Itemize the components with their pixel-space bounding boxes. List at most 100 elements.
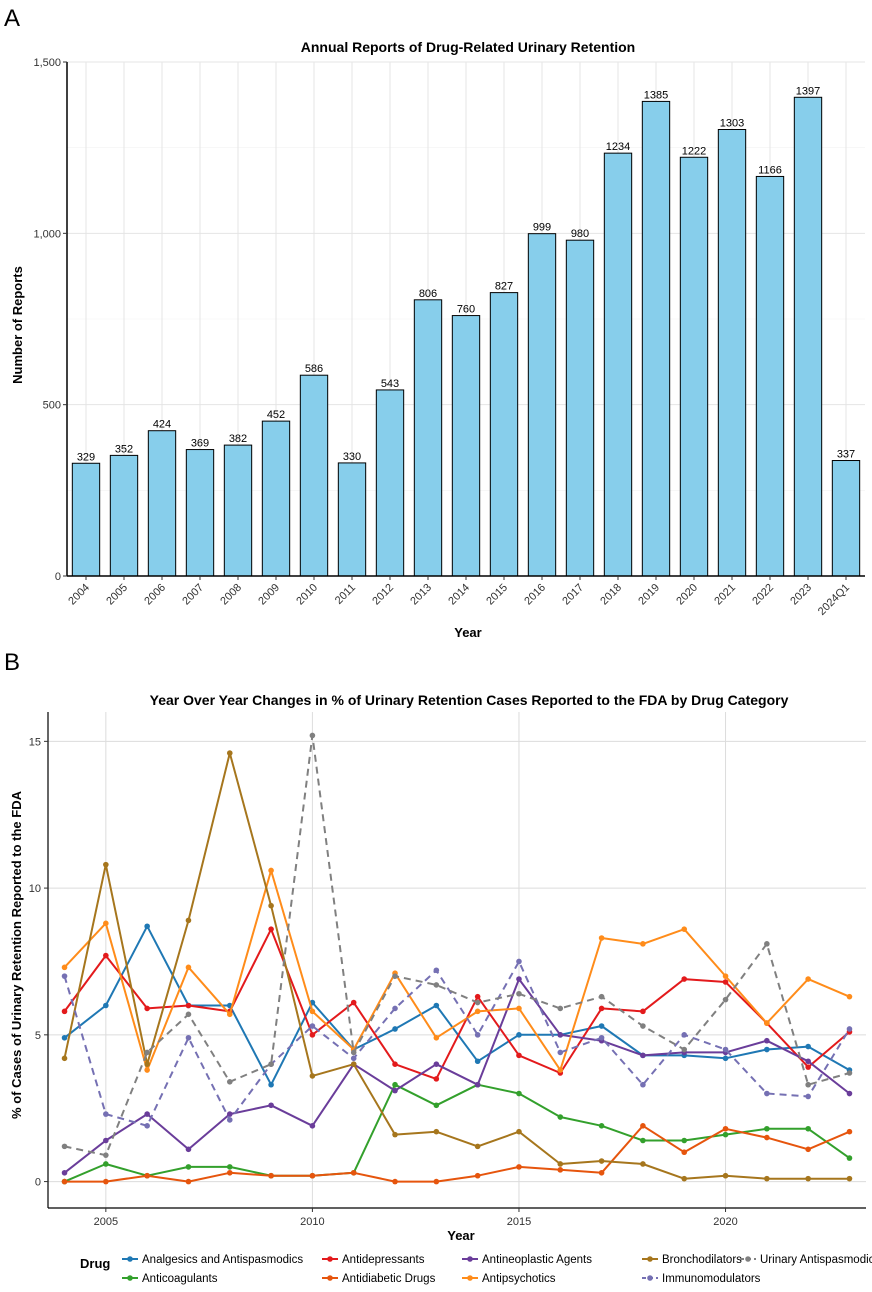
bar-x-tick-label: 2021	[712, 582, 738, 608]
bar	[679, 156, 709, 577]
data-point	[268, 1081, 274, 1088]
bar-x-tick-label: 2009	[256, 582, 282, 608]
data-point	[144, 1049, 150, 1056]
data-point	[681, 1175, 688, 1182]
data-point	[433, 1002, 440, 1009]
bar-data-label: 1234	[606, 141, 630, 153]
data-point	[640, 1161, 646, 1167]
bar	[831, 460, 861, 577]
data-point	[61, 1169, 68, 1176]
data-point	[598, 1034, 605, 1041]
data-point	[226, 1011, 233, 1018]
data-point	[598, 1169, 605, 1176]
data-point	[433, 1102, 440, 1109]
data-point	[805, 1064, 811, 1070]
bar-data-label: 424	[153, 419, 171, 431]
data-point	[764, 1125, 770, 1132]
data-point	[309, 1023, 316, 1029]
data-point	[350, 1169, 357, 1176]
bar-data-label: 827	[495, 281, 513, 293]
data-point	[846, 1090, 853, 1097]
bar-x-tick-label: 2024Q1	[816, 582, 852, 618]
legend-entry-label: Analgesics and Antispasmodics	[142, 1254, 303, 1266]
data-point	[433, 1178, 440, 1185]
data-point	[185, 1164, 192, 1170]
data-point	[392, 1131, 398, 1138]
bar-data-label: 980	[571, 228, 589, 240]
line-y-tick-label: 15	[29, 736, 41, 748]
data-point	[185, 917, 192, 924]
data-point	[722, 996, 729, 1003]
bar-data-label: 382	[229, 433, 247, 445]
data-point	[681, 1032, 688, 1038]
data-point	[557, 1005, 564, 1012]
data-point	[722, 1125, 729, 1132]
data-point	[805, 976, 811, 982]
data-point	[350, 999, 357, 1006]
data-point	[764, 941, 770, 947]
data-point	[144, 1123, 150, 1129]
legend-swatch-point	[327, 1256, 333, 1262]
bar	[717, 129, 747, 577]
data-point	[474, 993, 481, 1000]
bar-data-label: 999	[533, 222, 551, 234]
data-point	[185, 964, 192, 971]
data-point	[185, 1002, 192, 1009]
legend-entry-label: Urinary Antispasmodics	[760, 1254, 872, 1266]
data-point	[764, 1134, 770, 1141]
data-point	[516, 958, 522, 965]
data-point	[598, 1123, 605, 1129]
series-line-antineoplastic-agents	[63, 978, 851, 1174]
data-point	[640, 1023, 646, 1029]
bar	[299, 374, 329, 577]
data-point	[681, 1046, 688, 1053]
series-line-urinary-antispasmodics	[64, 734, 850, 1157]
bar-x-tick-label: 2017	[560, 582, 586, 608]
legend-swatch-point	[127, 1256, 133, 1262]
line-chart-ylabel: % of Cases of Urinary Retention Reported…	[9, 790, 24, 1119]
data-point	[722, 1172, 729, 1179]
bar-data-label: 330	[343, 451, 361, 463]
bar-x-tick-label: 2006	[142, 582, 168, 608]
data-point	[103, 1152, 109, 1158]
data-point	[226, 1111, 233, 1117]
data-point	[764, 1046, 770, 1053]
bar	[793, 96, 823, 577]
bar-x-tick-label: 2016	[522, 582, 548, 608]
bar-x-tick-label: 2005	[104, 582, 130, 608]
data-point	[474, 1081, 481, 1088]
data-point	[516, 990, 522, 997]
data-point	[722, 1131, 729, 1138]
data-point	[722, 979, 729, 985]
legend-entry-label: Bronchodilators	[662, 1254, 742, 1266]
bar-data-label: 1222	[682, 145, 706, 157]
bar-data-label: 586	[305, 363, 323, 375]
data-point	[722, 1046, 729, 1053]
legend-entry-label: Immunomodulators	[662, 1273, 761, 1285]
data-point	[185, 1034, 192, 1041]
data-point	[846, 1070, 853, 1076]
data-point	[309, 1123, 316, 1129]
data-point	[61, 964, 68, 971]
data-point	[268, 1102, 274, 1109]
data-point	[598, 1158, 605, 1164]
bar-x-tick-label: 2010	[294, 582, 320, 608]
data-point	[268, 1061, 274, 1067]
line-x-tick-label: 2005	[94, 1216, 118, 1228]
bar-x-tick-label: 2023	[788, 582, 814, 608]
data-point	[61, 1008, 68, 1015]
legend-swatch-point	[647, 1256, 653, 1262]
bar-x-tick-label: 2015	[484, 582, 510, 608]
data-point	[681, 926, 688, 932]
data-point	[268, 902, 274, 909]
data-point	[681, 1149, 688, 1156]
data-point	[846, 993, 853, 1000]
bar	[223, 444, 253, 577]
bar-x-tick-label: 2012	[370, 582, 396, 608]
bar-chart-title: Annual Reports of Drug-Related Urinary R…	[301, 39, 635, 55]
line-x-tick-label: 2020	[713, 1216, 737, 1228]
data-point	[805, 1125, 811, 1132]
bar-data-label: 1385	[644, 89, 668, 101]
